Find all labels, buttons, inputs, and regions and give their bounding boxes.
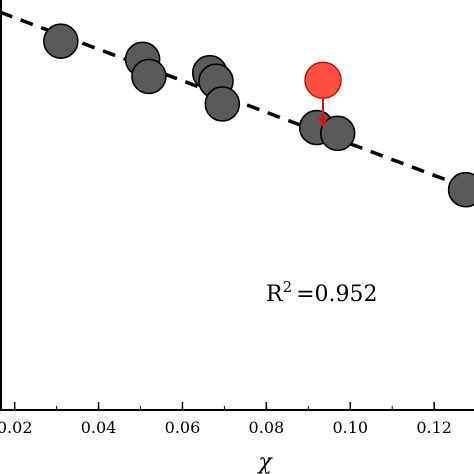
x-ticks: 0.02 0.04 0.06 0.08 0.10 0.12 [0, 402, 452, 437]
shift-arrow-head [317, 117, 328, 128]
r-squared-annotation: R2 =0.952 [266, 278, 378, 307]
x-axis-label: χ [256, 450, 273, 474]
x-tick-label: 0.10 [332, 418, 368, 437]
highlight-point [304, 61, 342, 100]
data-point [131, 58, 167, 95]
x-tick-label: 0.06 [165, 418, 201, 437]
shift-arrow-group [304, 61, 342, 128]
data-point [43, 23, 79, 59]
axes [0, 0, 474, 411]
x-tick-label: 0.02 [0, 418, 32, 437]
data-point [204, 86, 241, 122]
x-tick-label: 0.12 [416, 418, 452, 437]
x-tick-label: 0.08 [249, 418, 285, 437]
data-point [447, 171, 474, 208]
x-tick-label: 0.04 [81, 418, 117, 437]
data-point [319, 115, 356, 152]
data-points [43, 23, 474, 208]
